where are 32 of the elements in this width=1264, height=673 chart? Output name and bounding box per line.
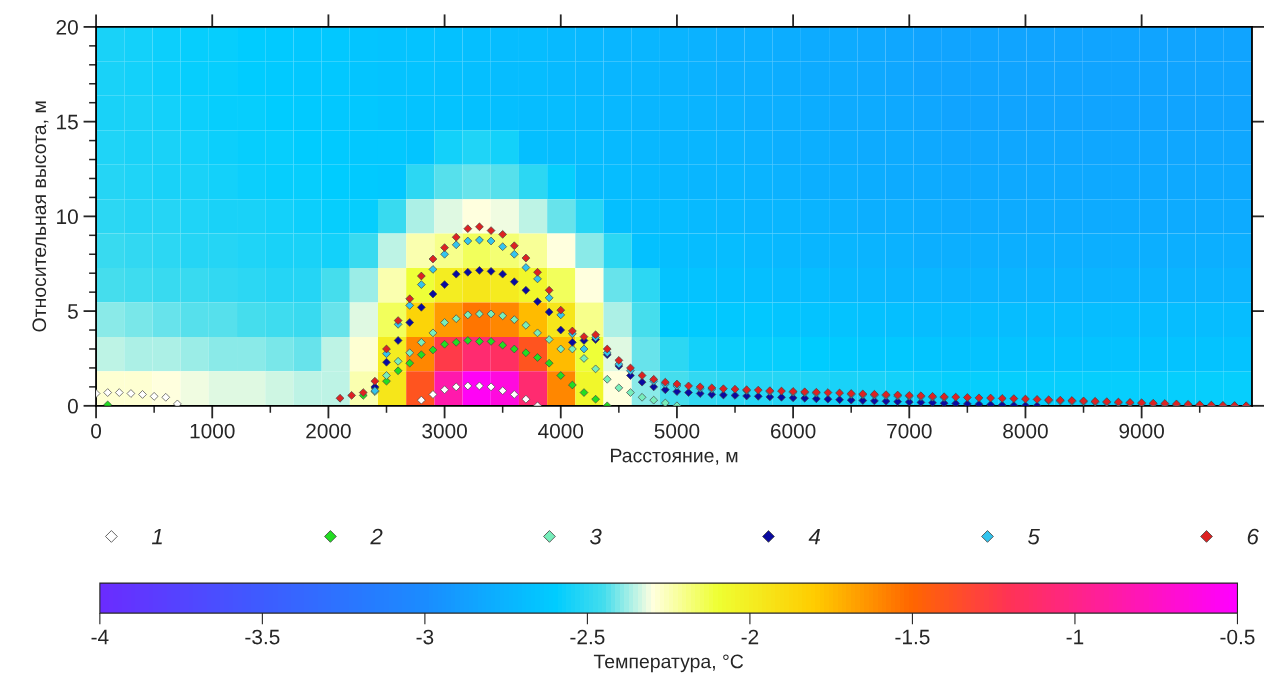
- legend-label: 5: [1028, 528, 1040, 545]
- y-tick-label: 10: [57, 209, 78, 225]
- color-bar-label: -0.5: [1220, 629, 1255, 645]
- y-tick-label: 0: [67, 398, 78, 414]
- y-tick-label: 5: [67, 304, 78, 319]
- x-tick-label: 2000: [306, 423, 351, 439]
- color-bar-label: -2.5: [570, 629, 605, 645]
- y-tick-label: 20: [56, 19, 78, 35]
- x-tick-label: 7000: [887, 423, 932, 439]
- color-bar-title: Температура, °C: [593, 654, 744, 673]
- legend-label: 6: [1247, 528, 1259, 545]
- color-bar-label: -4: [91, 629, 109, 645]
- x-tick-label: 9000: [1119, 423, 1164, 439]
- legend-label: 4: [808, 528, 820, 545]
- x-tick-label: 6000: [770, 423, 816, 439]
- x-tick-label: 8000: [1003, 423, 1048, 439]
- color-bar-label: -1: [1066, 629, 1084, 645]
- x-tick-label: 4000: [538, 423, 584, 439]
- y-axis-title: Относительная высота, м: [32, 101, 49, 332]
- color-bar-label: -3.5: [245, 629, 280, 645]
- legend-label: 1: [151, 528, 162, 545]
- x-tick-label: 0: [91, 423, 102, 439]
- x-tick-label: 5000: [654, 423, 700, 439]
- legend-label: 2: [370, 528, 383, 545]
- color-bar-label: -1.5: [895, 629, 930, 645]
- x-axis-title: Расстояние, м: [611, 448, 738, 465]
- color-bar-label: -2: [741, 629, 759, 645]
- legend-label: 3: [589, 528, 602, 545]
- y-tick-label: 15: [57, 114, 78, 130]
- x-tick-label: 1000: [190, 423, 235, 439]
- x-tick-label: 3000: [422, 423, 467, 439]
- color-bar-label: -3: [416, 629, 434, 645]
